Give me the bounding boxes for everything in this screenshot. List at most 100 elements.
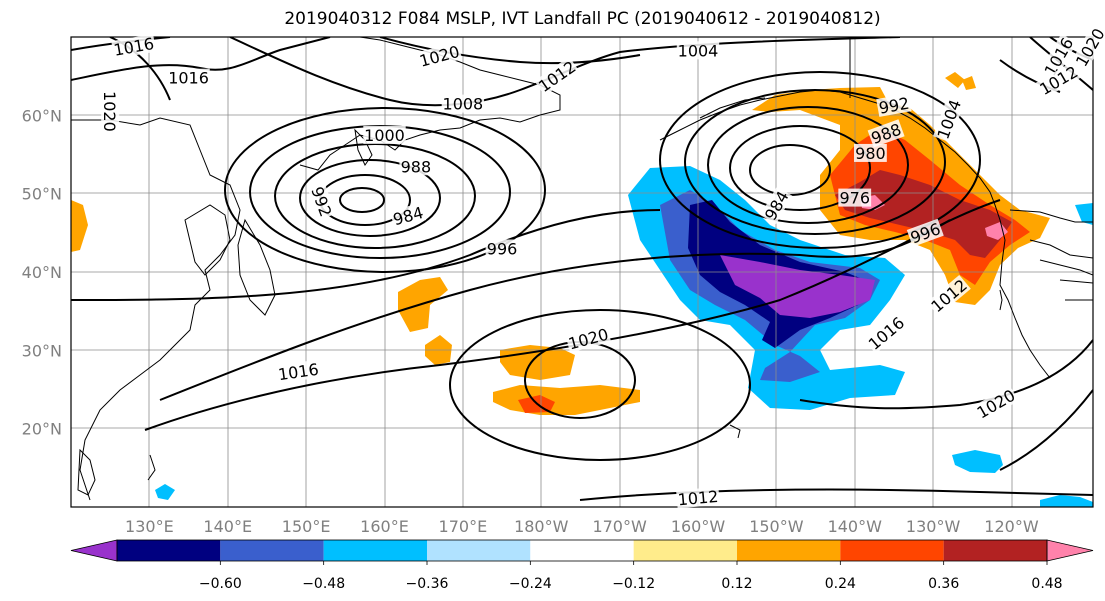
colorbar-segment [117,540,221,561]
isobar-label-bg [1040,33,1077,80]
map-title: 2019040312 F084 MSLP, IVT Landfall PC (2… [284,9,881,29]
lon-tick-label: 150°E [282,517,331,536]
colorbar-tick-label: −0.36 [406,576,449,592]
isobar-label: 1020 [1072,25,1105,70]
isobar-label-bg [534,56,580,96]
isobar-label-bg [441,94,485,113]
colorbar-segment [943,540,1047,561]
isobar-label-bg [838,188,872,207]
isobar-label-group: 992 [876,93,912,118]
isobar-label-group: 1000 [363,125,406,145]
isobar-label-bg [101,90,120,133]
isobar-label: 1004 [933,97,965,142]
isobar-label: 988 [401,157,432,176]
lat-tick-label: 30°N [22,341,62,360]
map-frame [70,36,1094,508]
lat-axis: 60°N 50°N 40°N 30°N 20°N [22,106,62,438]
colorbar-tick-label: 0.48 [1031,576,1062,592]
isobar-label-group: 992 [307,183,336,220]
isobar-label-bg [854,143,887,162]
ivt-colorbar: −0.60 −0.48 −0.36 −0.24 −0.12 0.12 0.24 0.36 0.4… [70,539,1094,592]
lon-tick-label: 140°E [203,517,252,536]
isobar-label-group: 1020 [1071,24,1105,71]
isobar-label-bg [760,186,793,225]
isobar-label: 1004 [678,41,719,60]
isobar-label-bg [276,359,321,384]
colorbar-tick-label: 0.24 [825,576,856,592]
isobar-label-bg [1035,61,1082,99]
isobar-label-bg [1071,24,1105,71]
isobar-label: 1016 [277,360,320,384]
isobar-label-group: 1016 [167,68,210,88]
colorbar-tick-label: 0.12 [721,576,752,592]
colorbar-segment [220,540,324,561]
colorbar-tick-label: −0.12 [612,576,655,592]
coastlines [71,37,1093,501]
isobar-label-bg [485,239,519,258]
colorbar-segment [427,540,531,561]
graticule [71,37,1093,507]
lat-tick-label: 50°N [22,185,62,204]
isobar-label: 992 [307,184,335,219]
isobar-label-bg [307,183,336,220]
lon-tick-label: 170°E [439,517,488,536]
isobar-label-group: 980 [854,143,887,163]
colorbar-segment [323,540,427,561]
lon-tick-label: 140°W [828,517,883,536]
isobar-label: 1012 [677,487,719,509]
isobar-label-bg [972,385,1019,422]
lon-tick-label: 130°W [906,517,961,536]
isobar-label-group: 1020 [565,324,612,354]
lat-tick-label: 60°N [22,106,62,125]
isobar-label: 1020 [566,325,610,354]
colorbar-segment [840,540,944,561]
colorbar-extend-low [70,539,118,562]
lat-tick-label: 40°N [22,263,62,282]
lon-tick-label: 160°E [360,517,409,536]
isobar-label-group: 976 [838,188,872,208]
isobar-label: 1020 [417,42,461,71]
isobar-label: 1016 [168,69,209,88]
colorbar-tick-label: −0.48 [302,576,345,592]
isobar-label-group: 1004 [933,96,965,143]
isobar-label-bg [906,218,944,247]
isobar-label-group: 1004 [676,41,720,60]
isobar-label-group: 1016 [111,33,157,60]
isobar-label-bg [416,41,463,70]
isobar-label-bg [864,312,909,354]
mslp-isobars [71,37,1093,501]
lon-tick-label: 180°W [514,517,569,536]
colorbar-outline [116,539,1048,562]
isobar-label-bg [565,324,612,353]
isobar-label: 1008 [443,95,484,114]
colorbar-segment [530,540,634,561]
isobar-label-bg [676,486,720,509]
isobar-label-bg [876,93,912,117]
isobar-label-bg [363,125,406,144]
isobar-label-bg [676,41,720,60]
colorbar-tick-label: −0.60 [199,576,242,592]
lon-tick-label: 120°W [984,517,1039,536]
isobar-label-group: 1020 [100,90,120,133]
colorbar-tick-label: 0.36 [928,576,959,592]
isobar-label: 1000 [364,126,405,145]
lon-tick-label: 150°W [749,517,804,536]
isobar-label-group: 988 [399,157,433,176]
isobar-label: 1020 [100,91,119,132]
isobar-label-group: 1008 [441,94,485,114]
lon-tick-label: 170°W [592,517,647,536]
isobar-label-bg [867,119,905,148]
isobar-label-group: 1016 [276,359,321,384]
isobar-label-bg [167,68,210,87]
isobar-label-group: 984 [760,186,793,225]
isobar-label-bg [111,33,157,59]
colorbar-extend-high [1046,539,1094,562]
isobar-label-bg [926,274,971,317]
isobar-label: 996 [487,240,518,259]
colorbar-segment [633,540,737,561]
isobar-label-group: 1020 [416,41,463,71]
isobar-label: 980 [855,144,886,163]
colorbar-tick-label: −0.24 [509,576,552,592]
